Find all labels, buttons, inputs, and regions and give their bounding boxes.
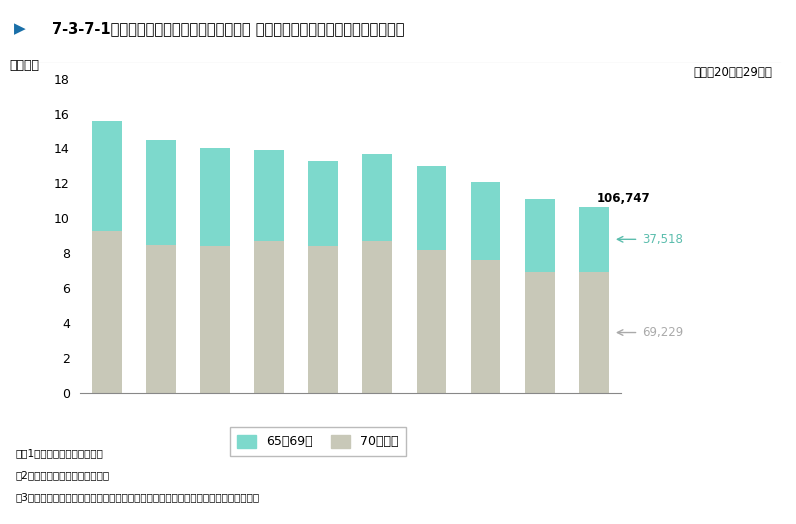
Text: 106,747: 106,747 — [596, 192, 650, 205]
Bar — [525, 199, 555, 272]
Bar — [92, 231, 122, 393]
Text: 69,229: 69,229 — [642, 326, 684, 339]
Bar — [146, 245, 176, 393]
Text: 3　一つの事件で複数の被害者がいる場合は，主たる被害者について計上している。: 3 一つの事件で複数の被害者がいる場合は，主たる被害者について計上している。 — [16, 492, 260, 502]
Bar — [525, 272, 555, 393]
Legend: 65～69歳, 70歳以上: 65～69歳, 70歳以上 — [229, 427, 406, 456]
Bar — [146, 140, 176, 245]
Text: ▶: ▶ — [14, 21, 26, 36]
Bar — [416, 166, 447, 250]
Text: （万件）: （万件） — [10, 59, 39, 72]
Text: 注　1　警察庁の統計による。: 注 1 警察庁の統計による。 — [16, 448, 103, 458]
Bar — [579, 206, 609, 272]
Bar — [308, 161, 338, 246]
Text: 7-3-7-1図　高齢者が被害者となった刑法犯 認知件数の推移（被害者の年齢層別）: 7-3-7-1図 高齢者が被害者となった刑法犯 認知件数の推移（被害者の年齢層別… — [52, 21, 404, 36]
Bar — [200, 246, 230, 393]
Bar — [362, 241, 392, 393]
Bar — [254, 150, 284, 241]
Bar — [470, 182, 501, 260]
Bar — [579, 272, 609, 393]
Text: 37,518: 37,518 — [642, 233, 683, 246]
Bar — [470, 260, 501, 393]
Bar — [308, 246, 338, 393]
Bar — [254, 241, 284, 393]
Bar — [200, 148, 230, 246]
Bar — [362, 154, 392, 241]
Bar — [92, 121, 122, 231]
Text: 2　犯罪発生時の年齢による。: 2 犯罪発生時の年齢による。 — [16, 470, 110, 480]
Bar — [416, 250, 447, 393]
Text: （平成20年～29年）: （平成20年～29年） — [693, 66, 772, 79]
